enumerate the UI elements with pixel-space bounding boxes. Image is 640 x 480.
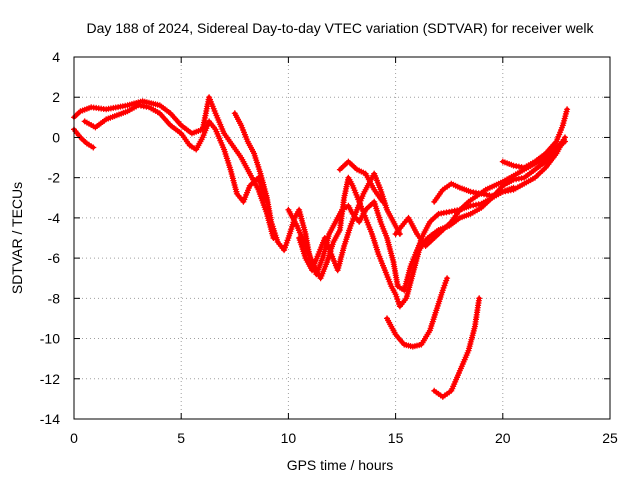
y-tick-label: -2 bbox=[48, 170, 61, 186]
y-tick-label: 0 bbox=[52, 129, 60, 145]
series-track-7 bbox=[336, 158, 386, 205]
x-tick-label: 15 bbox=[388, 430, 404, 446]
series-track-12 bbox=[431, 295, 483, 400]
series-markers bbox=[392, 138, 566, 249]
x-tick-label: 5 bbox=[177, 430, 185, 446]
series-markers bbox=[431, 295, 483, 400]
series-markers bbox=[431, 180, 517, 205]
plot-frame bbox=[73, 56, 611, 420]
y-tick-labels: -14 -12 -10 -8 -6 -4 -2 0 2 4 bbox=[40, 49, 60, 427]
y-tick-label: -4 bbox=[48, 210, 61, 226]
y-axis-label: SDTVAR / TECUs bbox=[9, 182, 25, 294]
x-tick-label: 10 bbox=[281, 430, 297, 446]
series-markers bbox=[336, 158, 386, 205]
y-tick-label: 2 bbox=[52, 89, 60, 105]
y-tick-label: -8 bbox=[48, 290, 61, 306]
chart-title: Day 188 of 2024, Sidereal Day-to-day VTE… bbox=[86, 20, 594, 36]
axis-ticks bbox=[73, 56, 611, 420]
series-track-6 bbox=[296, 170, 403, 274]
series-track-11 bbox=[384, 275, 451, 350]
x-tick-label: 20 bbox=[495, 430, 511, 446]
x-tick-label: 0 bbox=[70, 430, 78, 446]
series-track-2 bbox=[71, 126, 97, 151]
series-track-10 bbox=[499, 106, 571, 171]
y-tick-label: -14 bbox=[40, 411, 60, 427]
series-track-3 bbox=[81, 102, 270, 205]
series-markers bbox=[499, 106, 571, 171]
series-markers bbox=[81, 102, 270, 205]
y-tick-label: -6 bbox=[48, 250, 61, 266]
x-axis-label: GPS time / hours bbox=[287, 457, 394, 473]
y-tick-label: -12 bbox=[40, 371, 60, 387]
series-markers bbox=[384, 275, 451, 350]
x-tick-label: 25 bbox=[602, 430, 618, 446]
series-markers bbox=[296, 170, 403, 274]
x-tick-labels: 0 5 10 15 20 25 bbox=[70, 430, 618, 446]
series-track-9 bbox=[431, 180, 517, 205]
data-marks bbox=[71, 94, 571, 400]
y-tick-label: -10 bbox=[40, 331, 60, 347]
y-tick-label: 4 bbox=[52, 49, 60, 65]
